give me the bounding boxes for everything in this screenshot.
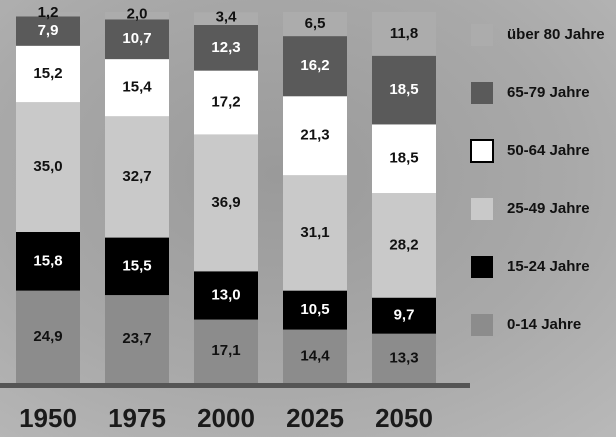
- value-label: 15,2: [33, 65, 62, 82]
- value-label: 32,7: [122, 168, 151, 185]
- legend-swatch: [471, 140, 493, 162]
- value-label: 10,5: [300, 301, 329, 318]
- value-label: 17,2: [211, 93, 240, 110]
- value-label: 16,2: [300, 57, 329, 74]
- value-label: 23,7: [122, 330, 151, 347]
- value-label: 12,3: [211, 39, 240, 56]
- value-label: 17,1: [211, 342, 240, 359]
- value-label: 1,2: [38, 4, 59, 21]
- legend-label: 50-64 Jahre: [507, 142, 590, 159]
- value-label: 18,5: [389, 150, 418, 167]
- value-label: 15,4: [122, 79, 152, 96]
- legend-swatch: [471, 256, 493, 278]
- legend-swatch: [471, 82, 493, 104]
- legend-swatch: [471, 314, 493, 336]
- value-label: 11,8: [390, 25, 418, 42]
- value-label: 36,9: [211, 194, 240, 211]
- x-tick-label: 2050: [375, 403, 433, 433]
- value-label: 24,9: [33, 328, 62, 345]
- x-tick-label: 1975: [108, 403, 166, 433]
- value-label: 7,9: [38, 22, 59, 39]
- legend-swatch: [471, 24, 493, 46]
- x-tick-label: 2025: [286, 403, 344, 433]
- legend-swatch: [471, 198, 493, 220]
- value-label: 35,0: [33, 158, 62, 175]
- value-label: 13,3: [389, 349, 418, 366]
- value-label: 31,1: [300, 224, 329, 241]
- value-label: 13,0: [211, 286, 240, 303]
- value-label: 6,5: [305, 15, 326, 32]
- value-label: 3,4: [216, 9, 238, 26]
- value-label: 28,2: [389, 236, 418, 253]
- value-label: 15,5: [122, 257, 151, 274]
- page: {"chart_data": {"type": "stacked-bar", "…: [0, 0, 616, 437]
- legend-label: 65-79 Jahre: [507, 84, 590, 101]
- value-label: 21,3: [300, 127, 329, 144]
- value-label: 10,7: [122, 30, 151, 47]
- value-label: 15,8: [33, 252, 62, 269]
- chart: 24,9 15,8 35,0 15,2 7,91,2 1950 23,7 15,5 32,7 15…: [0, 0, 616, 437]
- legend-label: 15-24 Jahre: [507, 258, 590, 275]
- legend-label: 25-49 Jahre: [507, 200, 590, 217]
- value-label: 2,0: [127, 6, 148, 23]
- value-label: 9,7: [394, 307, 415, 324]
- value-label: 14,4: [300, 347, 330, 364]
- legend-label: 0-14 Jahre: [507, 316, 581, 333]
- legend-label: über 80 Jahre: [507, 26, 605, 43]
- value-label: 18,5: [389, 81, 418, 98]
- x-tick-label: 2000: [197, 403, 255, 433]
- baseline: [0, 383, 470, 388]
- x-tick-label: 1950: [19, 403, 77, 433]
